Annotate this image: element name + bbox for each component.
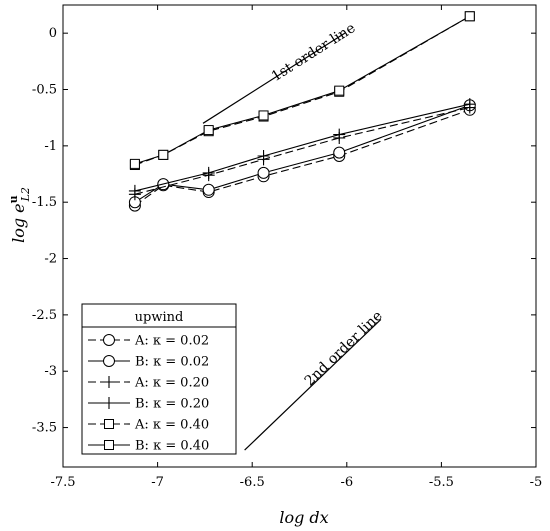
data-point: [464, 11, 475, 22]
y-tick-label: -2: [44, 252, 57, 267]
data-point: [333, 146, 346, 159]
legend-marker: [103, 334, 115, 346]
axis-ticks: -7.5 -7 -6.5 -6 -5.5 -5 0 -0.5 -1 -1.5 -2 -2.5 -3 -3.…: [32, 5, 542, 490]
x-tick-label: -7.5: [50, 475, 75, 490]
y-tick-label: -2.5: [32, 308, 57, 323]
reference-line: [202, 32, 346, 124]
x-tick-label: -6: [340, 475, 353, 490]
legend-marker: [104, 419, 114, 429]
x-tick-label: -5.5: [429, 475, 454, 490]
data-point: [258, 110, 269, 121]
y-tick-label: 0: [49, 26, 57, 41]
series-group: [128, 11, 476, 212]
legend-title: upwind: [135, 310, 184, 325]
legend-entry-label: B: κ = 0.40: [135, 439, 209, 454]
x-tick-label: -5: [530, 475, 543, 490]
data-point: [202, 183, 215, 196]
x-tick-label: -7: [151, 475, 164, 490]
y-tick-label: -3: [44, 364, 57, 379]
legend-marker: [103, 397, 115, 409]
data-point: [334, 85, 345, 96]
y-tick-label: -0.5: [32, 83, 57, 98]
data-point: [333, 128, 346, 141]
data-point: [257, 149, 270, 162]
y-tick-label: -1: [44, 139, 57, 154]
legend-entry-label: B: κ = 0.02: [135, 355, 209, 370]
legend-entry-label: A: κ = 0.20: [134, 376, 209, 391]
data-point: [128, 184, 141, 197]
data-point: [257, 166, 270, 179]
y-tick-label: -3.5: [32, 421, 57, 436]
x-tick-label: -6.5: [240, 475, 265, 490]
y-tick-label: -1.5: [32, 195, 57, 210]
legend-entry-label: A: κ = 0.40: [134, 418, 209, 433]
legend-marker: [103, 355, 115, 367]
legend-entry-label: A: κ = 0.02: [134, 334, 209, 349]
y-axis-label: log euL2: [7, 187, 32, 243]
data-point: [463, 98, 476, 111]
data-point: [202, 166, 215, 179]
legend-marker: [103, 376, 115, 388]
data-point: [158, 149, 169, 160]
reference-line: [244, 318, 382, 451]
legend-marker: [104, 440, 114, 450]
data-point: [129, 158, 140, 169]
legend-entry-label: B: κ = 0.20: [135, 397, 209, 412]
data-point: [203, 125, 214, 136]
x-axis-label: log dx: [279, 508, 328, 527]
legend: upwind A: κ = 0.02 B: κ = 0.02 A: κ = 0.20…: [81, 303, 237, 455]
